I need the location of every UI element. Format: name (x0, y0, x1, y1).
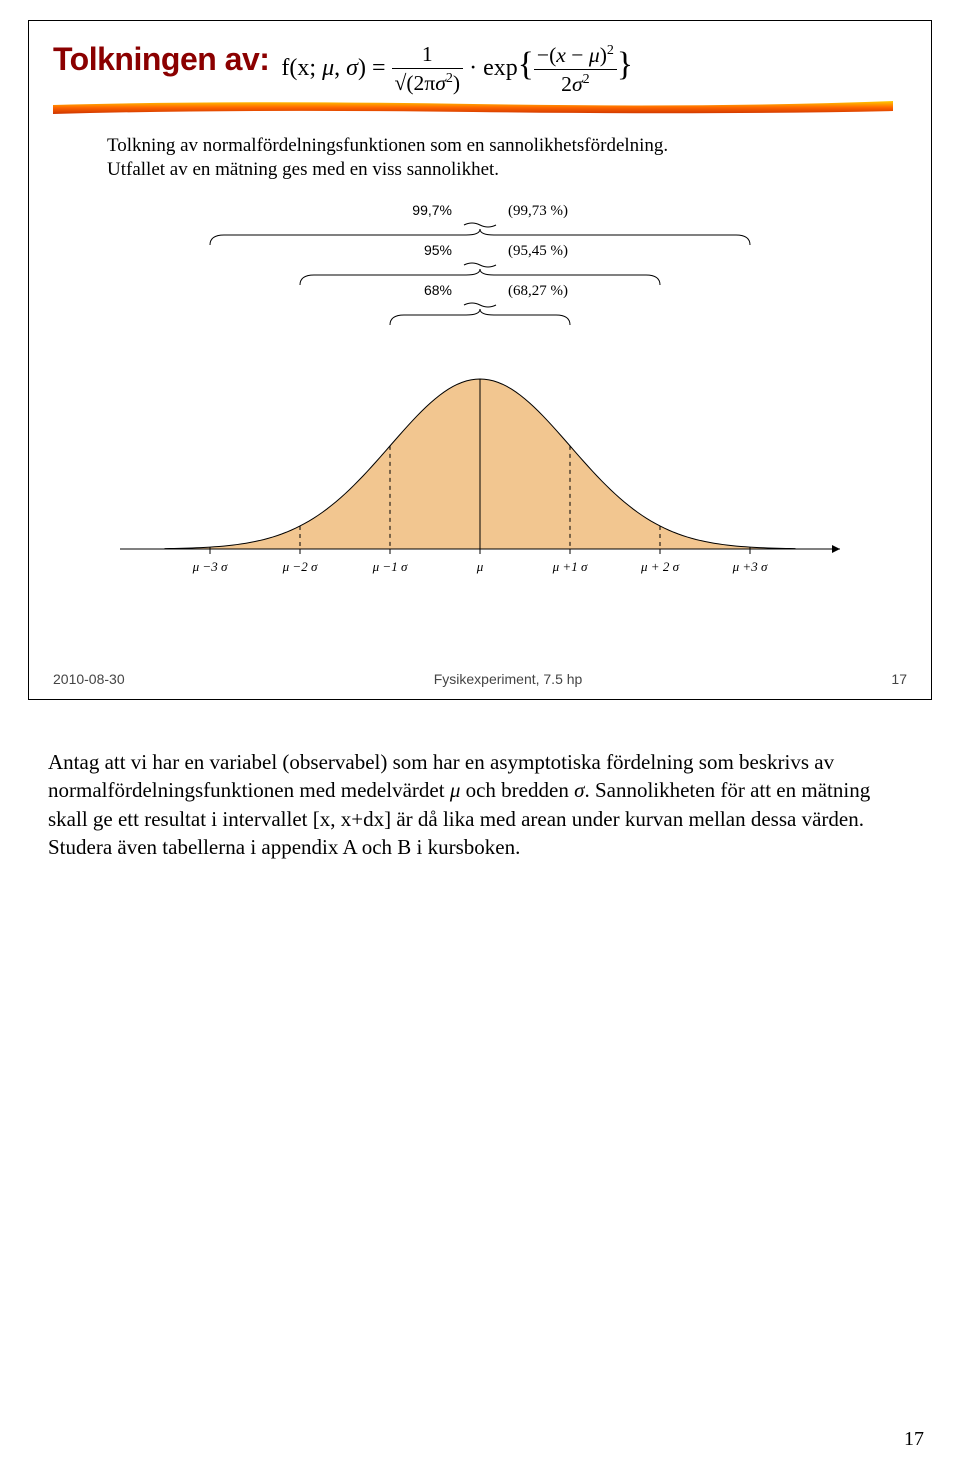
svg-text:μ −1 σ: μ −1 σ (372, 559, 408, 574)
footer-date: 2010-08-30 (53, 671, 125, 687)
intro-line2: Utfallet av en mätning ges med en viss s… (107, 159, 499, 180)
body-paragraph: Antag att vi har en variabel (observabel… (48, 748, 912, 861)
svg-text:μ +3 σ: μ +3 σ (732, 559, 768, 574)
footer-center: Fysikexperiment, 7.5 hp (434, 671, 583, 687)
svg-text:μ +1 σ: μ +1 σ (552, 559, 588, 574)
title-underline (53, 100, 907, 116)
svg-text:(95,45 %): (95,45 %) (508, 243, 568, 259)
svg-text:68%: 68% (424, 282, 452, 298)
formula: f(x; μ, σ) = 1√(2πσ2) · exp{−(x − μ)22σ2… (281, 43, 633, 96)
svg-text:(99,73 %): (99,73 %) (508, 203, 568, 219)
svg-text:μ: μ (476, 559, 484, 574)
svg-text:95%: 95% (424, 242, 452, 258)
svg-text:μ −3 σ: μ −3 σ (192, 559, 228, 574)
svg-text:μ + 2 σ: μ + 2 σ (640, 559, 680, 574)
normal-distribution-diagram: μ −3 σ μ −2 σ μ −1 σ μ μ +1 σ μ + 2 σ μ +3 σ 99… (100, 189, 860, 594)
slide-card: Tolkningen av: f(x; μ, σ) = 1√(2πσ2) · e… (28, 20, 932, 700)
intro-line1: Tolkning av normalfördelningsfunktionen … (107, 135, 668, 156)
svg-text:(68,27 %): (68,27 %) (508, 283, 568, 299)
title-row: Tolkningen av: f(x; μ, σ) = 1√(2πσ2) · e… (53, 41, 907, 96)
svg-text:99,7%: 99,7% (412, 202, 452, 218)
body-text-content: Antag att vi har en variabel (observabel… (48, 750, 870, 859)
footer-page: 17 (891, 671, 907, 687)
page-number: 17 (904, 1428, 924, 1451)
slide-title: Tolkningen av: (53, 41, 269, 78)
slide-footer: 2010-08-30 Fysikexperiment, 7.5 hp 17 (53, 671, 907, 687)
intro-text: Tolkning av normalfördelningsfunktionen … (107, 134, 887, 183)
svg-text:μ −2 σ: μ −2 σ (282, 559, 318, 574)
